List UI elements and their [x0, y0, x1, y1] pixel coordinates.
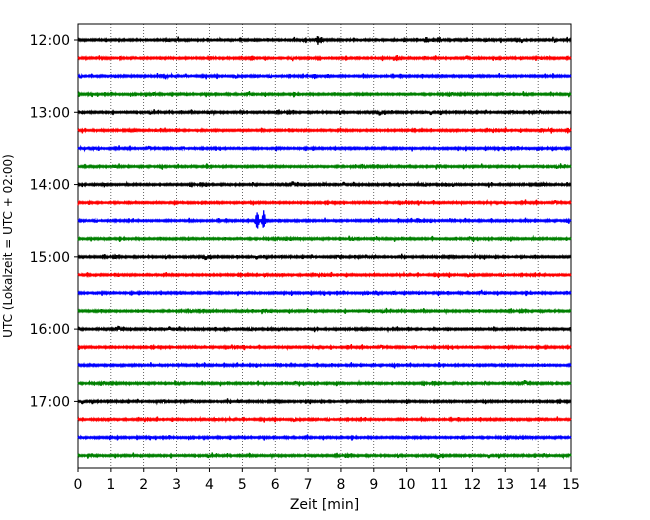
trace-line [77, 163, 572, 171]
y-axis-label: UTC (Lokalzeit = UTC + 02:00) [1, 154, 15, 338]
x-tick-label: 13 [496, 477, 514, 493]
x-tick-label: 10 [398, 477, 416, 493]
trace-line [77, 108, 572, 117]
plot-frame [77, 23, 572, 469]
y-tick-label: 15:00 [30, 250, 70, 266]
trace-line [77, 54, 572, 62]
y-tick-label: 13:00 [30, 105, 70, 121]
y-tick-label: 12:00 [30, 33, 70, 49]
y-tick-label: 17:00 [30, 394, 70, 410]
trace-group [77, 36, 572, 460]
x-tick-label: 0 [74, 477, 83, 493]
trace-line [77, 36, 572, 45]
grid-lines [110, 24, 539, 468]
trace-line [77, 234, 572, 243]
trace-line [77, 210, 572, 229]
x-tick-label: 8 [336, 477, 345, 493]
trace-line [77, 289, 572, 297]
x-axis-label: Zeit [min] [290, 497, 359, 513]
trace-line [77, 144, 572, 153]
x-tick-label: 14 [529, 477, 547, 493]
trace-line [77, 252, 572, 261]
x-tick-label: 2 [139, 477, 148, 493]
x-tick-label: 9 [369, 477, 378, 493]
x-tick-label: 5 [238, 477, 247, 493]
x-tick-label: 15 [562, 477, 580, 493]
trace-line [77, 361, 572, 369]
x-tick-label: 7 [304, 477, 313, 493]
trace-line [77, 90, 572, 98]
trace-line [77, 126, 572, 134]
y-tick-label: 14:00 [30, 178, 70, 194]
trace-line [77, 343, 572, 351]
trace-line [77, 72, 572, 80]
y-tick-label: 16:00 [30, 322, 70, 338]
trace-line [77, 270, 572, 279]
trace-line [77, 180, 572, 189]
x-tick-label: 3 [172, 477, 181, 493]
x-tick-label: 11 [431, 477, 449, 493]
trace-line [77, 433, 572, 441]
trace-line [77, 379, 572, 387]
x-tick-label: 1 [106, 477, 115, 493]
x-axis-ticks: 0 1 2 3 4 5 6 7 8 9 10 11 12 13 14 15 [74, 468, 580, 493]
x-tick-label: 4 [205, 477, 214, 493]
y-axis-ticks: 12:00 13:00 14:00 15:00 16:00 17:00 [30, 33, 78, 410]
x-tick-label: 12 [463, 477, 481, 493]
trace-line [77, 415, 572, 424]
x-tick-label: 6 [271, 477, 280, 493]
trace-line [77, 325, 572, 334]
trace-line [77, 397, 572, 406]
trace-line [77, 452, 572, 460]
trace-line [77, 307, 572, 316]
trace-line [77, 198, 572, 207]
